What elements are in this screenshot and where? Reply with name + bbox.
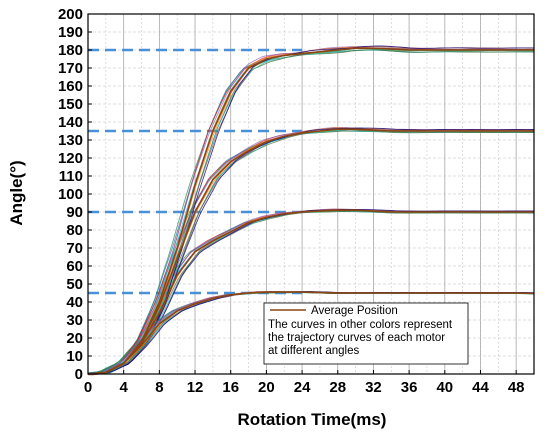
y-tick-label: 200 <box>58 6 83 23</box>
y-tick-label: 130 <box>58 132 83 149</box>
y-tick-label: 60 <box>66 258 83 275</box>
y-tick-label: 140 <box>58 114 83 131</box>
y-tick-label: 150 <box>58 96 83 113</box>
y-tick-label: 100 <box>58 186 83 203</box>
y-tick-label: 70 <box>66 240 83 257</box>
x-tick-label: 40 <box>436 379 453 396</box>
y-tick-label: 50 <box>66 276 83 293</box>
legend: Average Position The curves in other col… <box>263 302 469 365</box>
y-tick-label: 20 <box>66 330 83 347</box>
x-tick-label: 24 <box>294 379 311 396</box>
y-tick-label: 170 <box>58 60 83 77</box>
x-tick-label: 44 <box>472 379 489 396</box>
y-tick-label: 80 <box>66 222 83 239</box>
x-tick-label: 12 <box>187 379 204 396</box>
y-tick-label: 160 <box>58 78 83 95</box>
x-tick-label: 20 <box>258 379 275 396</box>
motor-trajectory-line <box>87 127 535 375</box>
y-tick-label: 110 <box>59 168 83 185</box>
y-ticks: 0102030405060708090100110120130140150160… <box>58 6 92 383</box>
y-tick-label: 0 <box>75 366 83 383</box>
legend-note-line-2: the trajectory curves of each motor <box>268 332 445 344</box>
average-position-line-4 <box>87 47 534 375</box>
x-tick-label: 36 <box>401 379 418 396</box>
y-tick-label: 90 <box>66 204 83 221</box>
x-ticks: 0 4 8 12 16 20 24 28 32 36 40 44 48 <box>84 370 525 396</box>
legend-note: The curves in other colors represent the… <box>268 319 455 357</box>
x-tick-label: 28 <box>329 379 346 396</box>
legend-label-average-position: Average Position <box>311 305 398 317</box>
x-tick-label: 4 <box>120 379 129 396</box>
y-tick-label: 180 <box>58 42 83 59</box>
y-tick-label: 10 <box>66 348 83 365</box>
x-tick-label: 0 <box>84 379 92 396</box>
y-tick-label: 40 <box>66 294 83 311</box>
legend-note-line-3: at different angles <box>268 345 359 357</box>
average-position-line-2 <box>87 209 534 375</box>
y-tick-label: 120 <box>58 150 83 167</box>
average-position-line <box>87 291 535 375</box>
series-layer <box>87 45 535 376</box>
x-tick-label: 8 <box>155 379 163 396</box>
x-axis-label: Rotation Time(ms) <box>238 410 387 429</box>
average-position-line-3 <box>87 128 534 375</box>
motor-trajectory-line <box>87 47 534 375</box>
y-tick-label: 190 <box>58 24 83 41</box>
legend-box <box>263 302 469 365</box>
x-tick-label: 32 <box>365 379 382 396</box>
y-axis-label: Angle(°) <box>7 160 26 225</box>
x-tick-label: 16 <box>222 379 239 396</box>
y-tick-label: 30 <box>66 312 83 329</box>
legend-note-line-1: The curves in other colors represent <box>268 319 453 331</box>
x-tick-label: 48 <box>508 379 525 396</box>
